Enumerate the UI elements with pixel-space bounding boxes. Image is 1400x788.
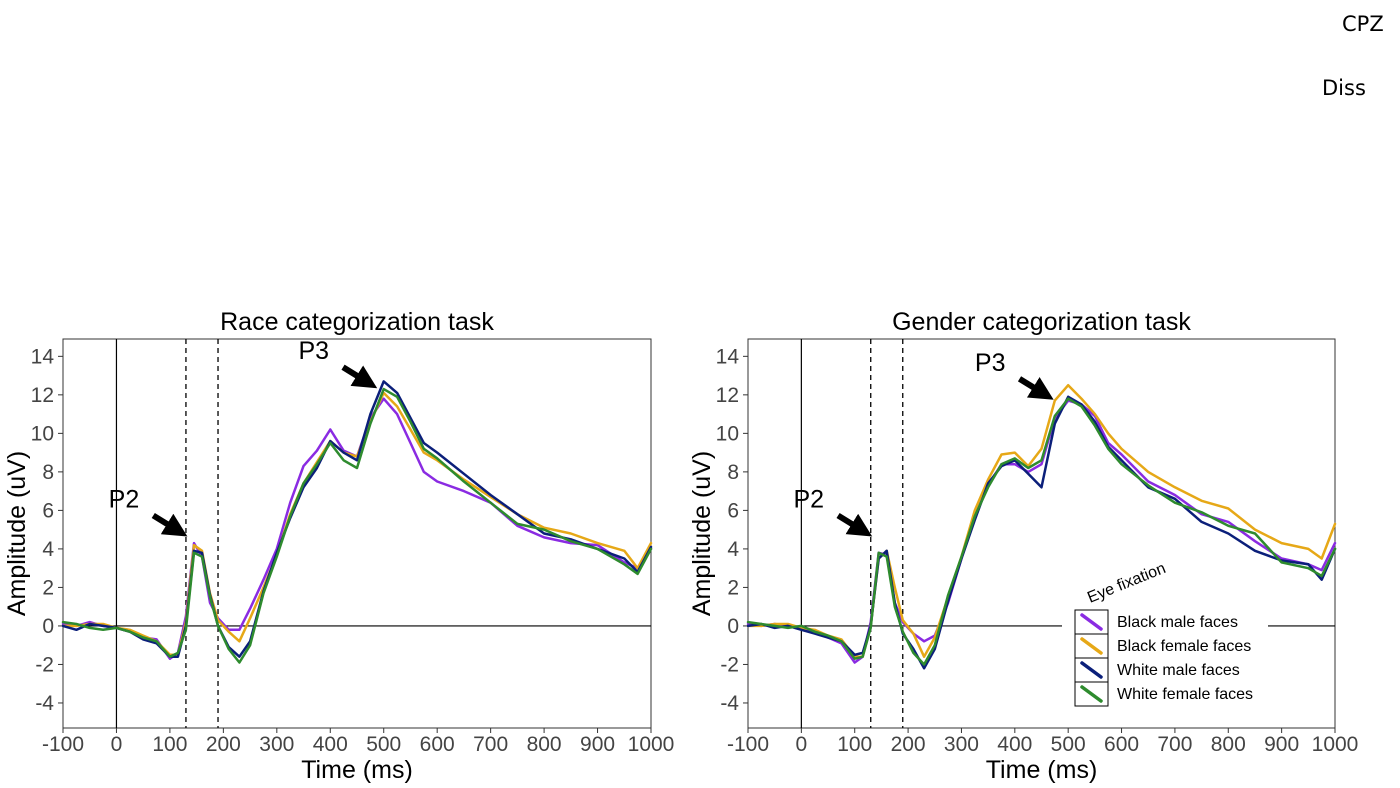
chart-panel-gender: -100 0 100 200 300 400 500 600 700 800 900 1000-4-2…	[688, 308, 1358, 784]
x-tick-label: 900	[1264, 733, 1299, 756]
series-line-0	[61, 397, 653, 660]
annotation-label-p3: P3	[975, 349, 1006, 377]
annotation-label-p3: P3	[298, 337, 329, 365]
chart-title: Race categorization task	[220, 308, 494, 336]
series-line-2	[746, 395, 1337, 670]
x-tick-label: -100	[42, 733, 84, 756]
series-line-2	[61, 380, 653, 658]
y-tick-label: 8	[727, 461, 739, 484]
legend-swatch-line	[1080, 637, 1103, 655]
corner-label-diss: Diss	[1322, 76, 1366, 100]
x-tick-label: 200	[891, 733, 926, 756]
corner-label-cpz: CPZ	[1342, 12, 1384, 36]
y-tick-label: 12	[716, 384, 739, 407]
chart-panel-race: -100 0 100 200 300 400 500 600 700 800 900 1000-4-2…	[3, 308, 674, 784]
legend: Eye fixation Black male faces Black female…	[1074, 560, 1253, 707]
y-tick-label: 0	[42, 615, 54, 638]
annotation-arrow	[151, 512, 188, 537]
y-tick-label: 6	[727, 499, 739, 522]
x-tick-label: 700	[473, 733, 508, 756]
x-tick-label: 1000	[628, 733, 675, 756]
x-tick-label: 700	[1157, 733, 1192, 756]
y-tick-label: 6	[42, 499, 54, 522]
y-tick-label: 8	[42, 461, 54, 484]
series-line-1	[61, 391, 653, 657]
x-tick-label: 600	[420, 733, 455, 756]
x-tick-label: 800	[527, 733, 562, 756]
y-tick-label: 12	[31, 384, 54, 407]
legend-entry-label: Black male faces	[1117, 614, 1238, 631]
y-tick-label: -2	[35, 653, 54, 676]
plot-frame	[62, 338, 652, 729]
y-tick-label: 4	[42, 538, 54, 561]
legend-swatch-line	[1080, 661, 1103, 679]
legend-title: Eye fixation	[1085, 560, 1168, 607]
x-tick-label: 100	[837, 733, 872, 756]
x-tick-label: 100	[152, 733, 187, 756]
x-tick-label: 300	[944, 733, 979, 756]
annotation-arrow	[836, 512, 873, 537]
x-tick-label: 0	[796, 733, 808, 756]
y-tick-label: 14	[31, 345, 55, 368]
x-tick-label: 500	[366, 733, 401, 756]
x-tick-label: 400	[997, 733, 1032, 756]
annotation-arrow	[1017, 376, 1054, 400]
x-tick-label: 0	[111, 733, 123, 756]
annotation-label-p2: P2	[793, 486, 824, 514]
x-tick-label: 500	[1051, 733, 1086, 756]
legend-entry-label: White female faces	[1117, 686, 1253, 703]
x-tick-label: 200	[206, 733, 241, 756]
legend-entry-label: White male faces	[1117, 662, 1240, 679]
y-tick-label: 10	[716, 422, 739, 445]
legend-swatch-line	[1080, 613, 1103, 631]
y-tick-label: 0	[727, 615, 739, 638]
chart-title: Gender categorization task	[892, 308, 1191, 336]
x-tick-label: -100	[727, 733, 769, 756]
x-tick-label: 300	[259, 733, 294, 756]
annotation-arrow	[341, 364, 378, 389]
y-tick-label: 10	[31, 422, 54, 445]
legend-swatch-line	[1080, 685, 1103, 703]
y-axis-label: Amplitude (uV)	[3, 451, 31, 616]
x-axis-label: Time (ms)	[301, 756, 413, 784]
y-tick-label: 2	[42, 576, 54, 599]
annotation-label-p2: P2	[109, 486, 140, 514]
series-line-3	[61, 387, 653, 664]
y-tick-label: -4	[720, 692, 739, 715]
x-axis-label: Time (ms)	[986, 756, 1098, 784]
series-line-1	[746, 383, 1337, 658]
x-tick-label: 900	[580, 733, 615, 756]
x-tick-label: 800	[1211, 733, 1246, 756]
y-axis-label: Amplitude (uV)	[688, 451, 716, 616]
legend-entry-label: Black female faces	[1117, 638, 1251, 655]
series-line-3	[746, 397, 1337, 666]
x-tick-label: 400	[313, 733, 348, 756]
y-tick-label: -4	[35, 692, 54, 715]
y-tick-label: -2	[720, 653, 739, 676]
y-tick-label: 14	[716, 345, 740, 368]
y-tick-label: 4	[727, 538, 739, 561]
plot-frame	[747, 338, 1336, 729]
y-tick-label: 2	[727, 576, 739, 599]
x-tick-label: 600	[1104, 733, 1139, 756]
x-tick-label: 1000	[1312, 733, 1359, 756]
